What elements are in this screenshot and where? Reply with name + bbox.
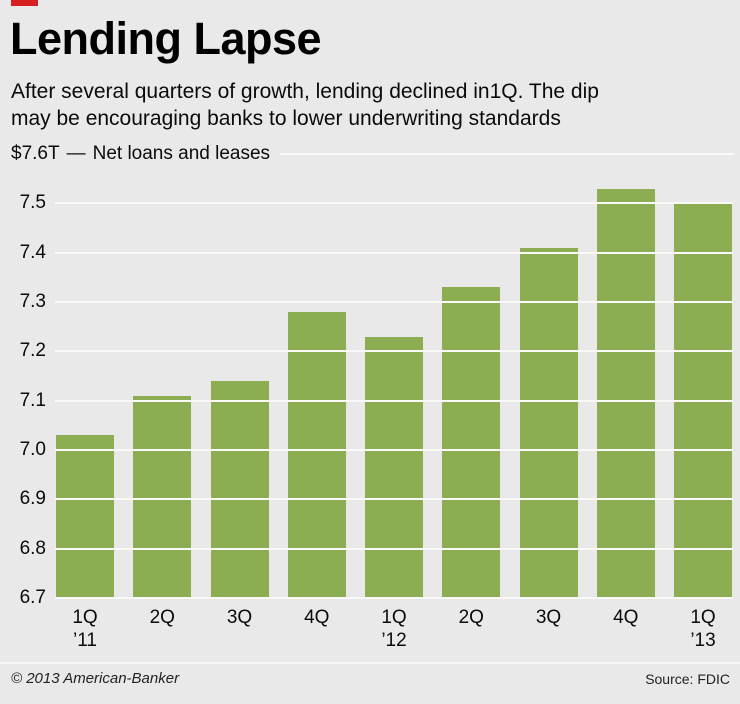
x-tick-label: 2Q (442, 606, 500, 652)
gridline (55, 597, 733, 599)
copyright-credit: © 2013 American-Banker (11, 670, 180, 687)
quarter-label: 3Q (226, 607, 253, 628)
series-label: Net loans and leases (92, 143, 271, 164)
gridline (55, 350, 733, 353)
y-axis-max-row: $7.6T — Net loans and leases (11, 143, 734, 164)
source-label: Source: FDIC (645, 671, 730, 687)
x-tick-label: 3Q (211, 606, 269, 652)
quarter-label: 2Q (458, 607, 484, 628)
chart-title: Lending Lapse (10, 13, 322, 64)
y-tick-label: 7.0 (19, 438, 46, 460)
bar-2 (133, 395, 192, 598)
y-tick-label: 7.1 (19, 389, 46, 411)
x-tick-label: 4Q (288, 606, 346, 652)
quarter-label: 1Q (72, 607, 98, 628)
y-axis-max-label: $7.6T (11, 143, 60, 164)
accent-bar (11, 0, 38, 6)
y-tick-label: 7.4 (19, 241, 46, 263)
y-tick-label: 6.9 (19, 488, 46, 510)
gridline (55, 448, 733, 451)
quarter-label: 4Q (304, 607, 330, 628)
gridline (55, 399, 733, 402)
y-tick-label: 7.3 (19, 290, 46, 312)
chart-subtitle: After several quarters of growth, lendin… (11, 80, 599, 130)
gridline (55, 498, 733, 501)
x-tick-label: 2Q (133, 606, 191, 652)
x-tick-label: 1Q ’12 (365, 606, 423, 652)
year-label: ’12 (381, 630, 407, 651)
quarter-label: 3Q (535, 607, 562, 628)
year-label: ’11 (73, 630, 97, 651)
y-tick-label: 7.5 (19, 192, 46, 214)
footer-divider (0, 662, 740, 664)
quarter-label: 4Q (613, 607, 639, 628)
quarter-label: 1Q (690, 607, 716, 628)
gridline (55, 202, 733, 205)
bar-4 (287, 311, 346, 598)
x-tick-label: 4Q (597, 606, 655, 652)
gridline (55, 547, 733, 550)
bar-1 (56, 435, 114, 598)
quarter-label: 1Q (381, 607, 407, 628)
y-tick-label: 7.2 (19, 340, 46, 362)
bar-7 (519, 247, 578, 598)
x-tick-label: 3Q (520, 606, 578, 652)
bar-5 (365, 336, 423, 598)
bar-8 (596, 188, 655, 598)
bars-group (56, 154, 732, 598)
gridline-top (280, 153, 734, 155)
x-tick-label: 1Q ’11 (56, 606, 114, 652)
bar-3 (210, 380, 269, 598)
gridline (55, 300, 733, 303)
gridline (55, 251, 733, 254)
x-tick-label: 1Q ’13 (674, 606, 732, 652)
y-tick-label: 6.7 (19, 587, 46, 608)
plot-area: 7.5 7.4 7.3 7.2 7.1 7.0 6.9 6.8 6.7 (0, 154, 740, 608)
quarter-label: 2Q (149, 607, 175, 628)
y-tick-label: 6.8 (19, 537, 46, 559)
year-label: ’13 (690, 630, 716, 651)
separator-dash: — (66, 143, 86, 164)
x-axis: 1Q ’11 2Q 3Q 4Q 1Q ’12 2Q 3Q 4Q 1Q ’13 (56, 606, 732, 652)
bar-6 (442, 287, 501, 598)
